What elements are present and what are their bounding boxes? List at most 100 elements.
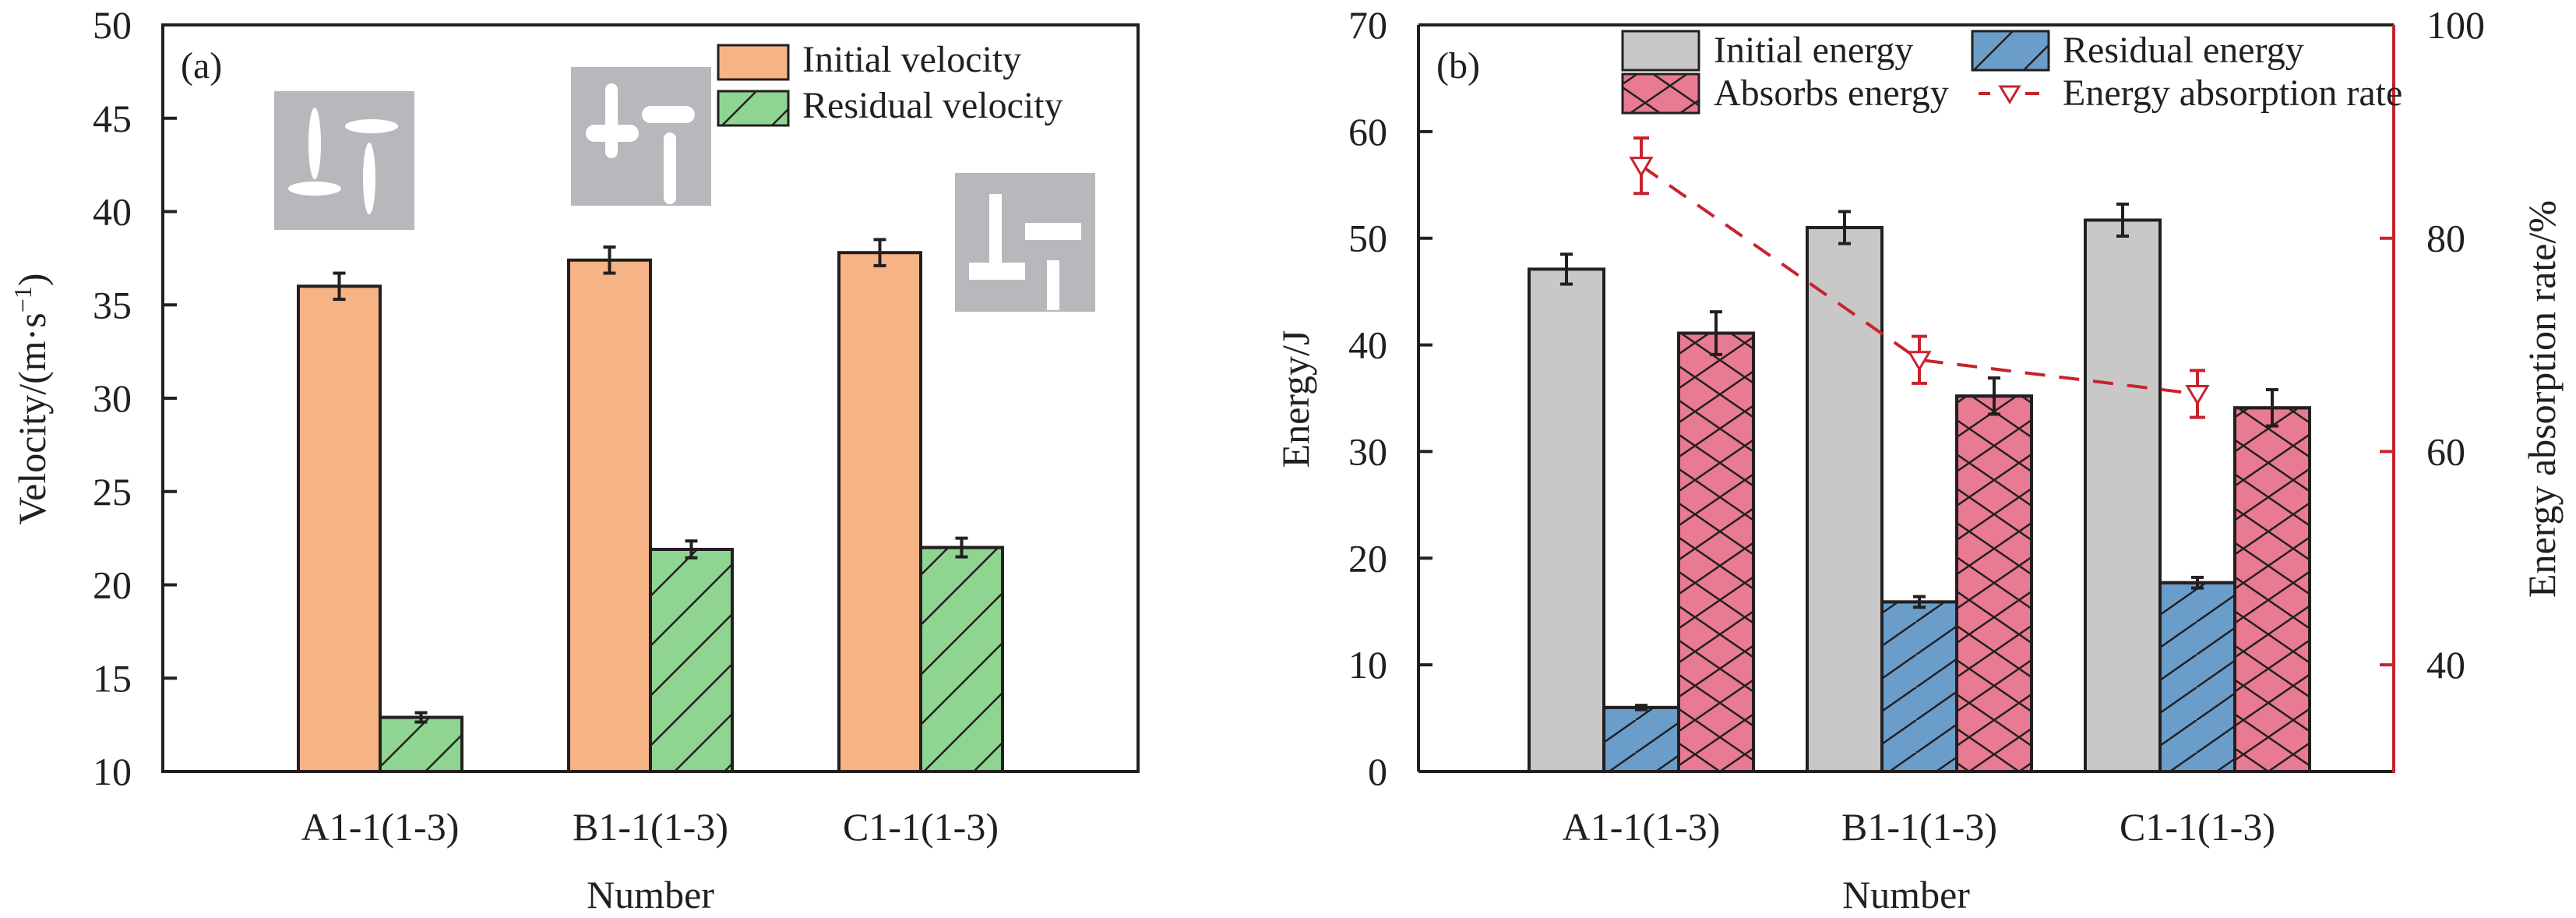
inset-specimen-image (274, 91, 414, 230)
y-axis-title: Energy/J (1274, 330, 1317, 468)
y-tick-label: 10 (93, 750, 132, 793)
slot (345, 119, 398, 133)
slot (642, 106, 695, 123)
slot (586, 125, 639, 142)
legend-swatch-hatch (1621, 72, 1700, 115)
y-tick-label: 40 (1348, 323, 1387, 367)
bar-initial-velocity (837, 238, 922, 773)
slot (969, 263, 1025, 280)
bar-fill (297, 284, 382, 773)
y-tick-label: 15 (93, 656, 132, 700)
bar-hatch (2158, 581, 2236, 774)
legend-swatch-initial-energy (1621, 30, 1700, 72)
bar-residual-velocity (649, 539, 734, 773)
bar-initial-velocity (567, 245, 652, 773)
y-tick-label: 35 (93, 283, 132, 327)
slot (308, 108, 321, 179)
legend-swatch-initial-velocity (717, 44, 790, 81)
slot (1025, 223, 1081, 240)
y-tick-label: 20 (93, 563, 132, 607)
legend-label: Absorbs energy (1714, 72, 1949, 114)
bar-residual-energy (1602, 704, 1680, 774)
y2-tick-label: 40 (2426, 643, 2465, 687)
rate-point (1907, 334, 1932, 385)
bar-residual-velocity (919, 536, 1004, 773)
y2-tick-label: 60 (2426, 429, 2465, 473)
plot-frame (161, 23, 1140, 773)
panel-label: (b) (1436, 45, 1480, 87)
slot (363, 143, 375, 214)
legend-swatch-hatch (1971, 30, 2050, 72)
rate-line (1640, 164, 2198, 396)
inset-specimen-image (571, 67, 711, 206)
bar-fill (837, 251, 922, 773)
x-tick-label: B1-1(1-3) (573, 805, 728, 849)
y-tick-label: 70 (1348, 3, 1387, 47)
legend-label: Energy absorption rate (2063, 72, 2402, 114)
bar-absorbs-energy (1955, 376, 2033, 773)
y2-tick-label: 80 (2426, 217, 2465, 260)
y-tick-label: 0 (1368, 750, 1387, 793)
legend-triangle-marker (1998, 85, 2021, 104)
bar-fill (2084, 218, 2162, 774)
bar-absorbs-energy (1677, 310, 1755, 773)
y-tick-label: 30 (1348, 429, 1387, 473)
bar-initial-energy (2084, 202, 2162, 774)
bar-absorbs-energy (2233, 388, 2311, 773)
panel-b: Energy/J Energy absorption rate/% Number… (1274, 3, 2564, 916)
y-tick-label: 60 (1348, 110, 1387, 154)
y2-tick-label: 100 (2426, 3, 2485, 47)
y-tick-label: 20 (1348, 536, 1387, 580)
y-tick-label: 50 (1348, 217, 1387, 260)
slot (989, 194, 1002, 270)
bar-hatch (919, 546, 1004, 773)
bar-initial-energy (1528, 252, 1605, 774)
x-axis-title: Number (587, 873, 714, 916)
inset-background (955, 173, 1095, 312)
slot (288, 182, 341, 196)
bar-residual-velocity (379, 711, 463, 773)
legend-label: Residual velocity (802, 85, 1063, 126)
y-tick-label: 40 (93, 190, 132, 234)
x-tick-label: A1-1(1-3) (301, 805, 460, 849)
legend-swatch-hatch (717, 90, 790, 127)
legend: Initial energy Residual energy Absorbs e… (1621, 30, 2402, 115)
insets (274, 67, 1095, 312)
bar-initial-velocity (297, 271, 382, 773)
bar-fill (1528, 267, 1605, 774)
bar-fill (567, 258, 652, 773)
x-tick-label: B1-1(1-3) (1841, 805, 1997, 849)
y-tick-label: 30 (93, 376, 132, 420)
x-tick-label: A1-1(1-3) (1563, 805, 1721, 849)
y-tick-label: 10 (1348, 643, 1387, 687)
legend-label: Residual energy (2063, 30, 2304, 71)
inset-specimen-image (955, 173, 1095, 312)
panel-label: (a) (181, 45, 222, 87)
x-tick-label: C1-1(1-3) (843, 805, 999, 849)
bar-hatch (1602, 705, 1680, 774)
rate-point (2185, 369, 2210, 419)
x-tick-label: C1-1(1-3) (2120, 805, 2275, 849)
panel-a: Velocity/(m·s−1) Number (a) 10 15 20 25 30 35… (9, 3, 1140, 916)
y2-axis-title: Energy absorption rate/% (2520, 200, 2564, 598)
rate-point (1629, 136, 1654, 196)
slot (664, 132, 676, 204)
bar-hatch (1880, 600, 1958, 774)
bar-hatch (2233, 406, 2311, 773)
legend: Initial velocity Residual velocity (717, 39, 1063, 127)
bar-hatch (1955, 394, 2033, 773)
y-tick-label: 50 (93, 3, 132, 47)
bar-residual-energy (2158, 575, 2236, 774)
x-axis-title: Number (1842, 873, 1970, 916)
triangle-marker (2185, 385, 2210, 406)
legend-label: Initial energy (1714, 30, 1913, 71)
triangle-marker (1907, 351, 1932, 372)
y-tick-label: 25 (93, 470, 132, 514)
bar-hatch (379, 715, 463, 773)
y-axis-title: Velocity/(m·s−1) (9, 274, 54, 525)
bar-hatch (1677, 331, 1755, 773)
y-tick-label: 45 (93, 97, 132, 140)
bar-hatch (649, 547, 734, 773)
triangle-marker (1629, 157, 1654, 178)
